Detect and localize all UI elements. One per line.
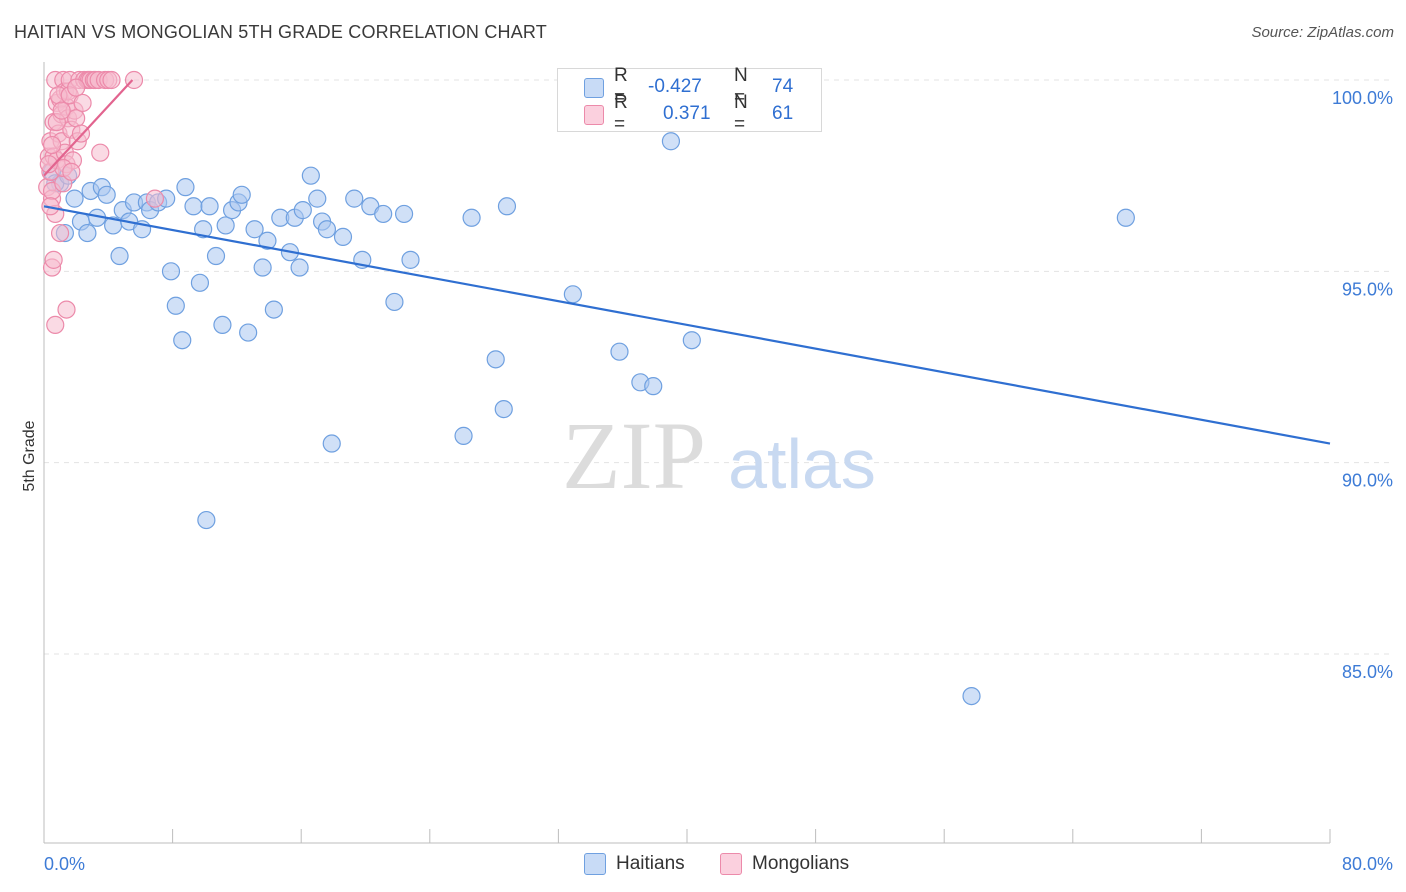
y-tick-label: 85.0% bbox=[1342, 662, 1393, 682]
point-haitians bbox=[317, 220, 337, 239]
legend-label-haitians: Haitians bbox=[616, 853, 685, 874]
point-haitians bbox=[161, 262, 181, 281]
point-haitians bbox=[213, 315, 232, 335]
point-haitians bbox=[166, 296, 185, 315]
point-haitians bbox=[661, 132, 681, 151]
point-haitians bbox=[206, 246, 226, 266]
point-mongolians bbox=[71, 124, 91, 143]
point-mongolians bbox=[73, 93, 92, 113]
point-haitians bbox=[264, 300, 283, 319]
point-mongolians bbox=[42, 135, 62, 155]
source-label: Source: ZipAtlas.com bbox=[1251, 24, 1394, 41]
watermark: ZIP atlas bbox=[562, 402, 876, 509]
point-haitians bbox=[184, 197, 203, 216]
legend-label-mongolians: Mongolians bbox=[752, 853, 850, 874]
point-haitians bbox=[216, 216, 235, 235]
point-haitians bbox=[494, 399, 513, 419]
point-mongolians bbox=[62, 162, 81, 181]
legend-n-value: 61 bbox=[772, 103, 794, 124]
point-haitians bbox=[245, 220, 264, 239]
point-mongolians bbox=[91, 143, 110, 162]
point-mongolians bbox=[46, 315, 65, 335]
point-haitians bbox=[644, 377, 663, 396]
y-tick-label: 100.0% bbox=[1332, 88, 1393, 108]
point-haitians bbox=[1116, 208, 1135, 227]
point-haitians bbox=[301, 166, 320, 185]
data-points bbox=[38, 70, 1135, 706]
point-haitians bbox=[200, 197, 219, 216]
point-haitians bbox=[110, 246, 129, 266]
point-mongolians bbox=[145, 189, 165, 208]
y-axis-label: 5th Grade bbox=[21, 420, 38, 492]
legend-item-mongolians[interactable]: Mongolians bbox=[720, 851, 849, 877]
grid-lines bbox=[44, 79, 1394, 655]
point-haitians bbox=[194, 220, 213, 239]
x-tick-label: 80.0% bbox=[1342, 854, 1393, 874]
point-haitians bbox=[253, 258, 272, 277]
point-mongolians bbox=[39, 155, 58, 174]
point-haitians bbox=[385, 292, 404, 312]
chart-title: HAITIAN VS MONGOLIAN 5TH GRADE CORRELATI… bbox=[14, 22, 548, 42]
trend-line-haitians bbox=[43, 205, 1331, 445]
point-haitians bbox=[65, 189, 84, 208]
point-haitians bbox=[345, 189, 364, 208]
legend-swatch-mongolians bbox=[584, 105, 604, 125]
point-haitians bbox=[176, 178, 195, 197]
point-haitians bbox=[462, 208, 481, 227]
point-haitians bbox=[486, 350, 505, 369]
legend-swatch-haitians bbox=[584, 78, 604, 98]
point-haitians bbox=[290, 258, 309, 277]
point-haitians bbox=[308, 189, 327, 208]
point-haitians bbox=[374, 204, 393, 224]
point-haitians bbox=[190, 273, 210, 292]
point-haitians bbox=[197, 510, 216, 530]
legend-item-haitians[interactable]: Haitians bbox=[584, 851, 685, 877]
point-mongolians bbox=[57, 300, 76, 319]
legend-r-label: R = bbox=[614, 65, 628, 108]
point-mongolians bbox=[67, 78, 86, 97]
point-haitians bbox=[497, 197, 517, 216]
stats-legend: R = -0.427 N = 74 R = 0.371 N = 61 bbox=[557, 65, 822, 135]
point-mongolians bbox=[50, 223, 70, 243]
legend-swatch-haitians bbox=[584, 853, 606, 875]
point-haitians bbox=[97, 185, 116, 204]
point-haitians bbox=[333, 227, 353, 246]
point-haitians bbox=[454, 426, 473, 445]
trend-lines bbox=[43, 79, 1331, 445]
trend-line-mongolians bbox=[43, 79, 134, 177]
point-haitians bbox=[682, 331, 701, 350]
point-haitians bbox=[258, 231, 277, 250]
point-haitians bbox=[232, 185, 251, 204]
point-haitians bbox=[173, 331, 192, 350]
legend-r-label: R = bbox=[614, 92, 628, 135]
point-haitians bbox=[239, 323, 258, 342]
point-haitians bbox=[401, 250, 420, 269]
point-mongolians bbox=[41, 197, 60, 216]
y-tick-label: 90.0% bbox=[1342, 471, 1393, 491]
point-haitians bbox=[78, 223, 97, 243]
legend-n-value: 74 bbox=[772, 76, 794, 97]
point-mongolians bbox=[102, 70, 121, 90]
point-mongolians bbox=[44, 250, 63, 269]
point-haitians bbox=[322, 434, 341, 453]
legend-swatch-mongolians bbox=[720, 853, 742, 875]
legend-n-label: N = bbox=[734, 65, 748, 108]
y-tick-label: 95.0% bbox=[1342, 279, 1393, 299]
tick-labels: 100.0% 95.0% 90.0% 85.0% 0.0% 80.0% bbox=[44, 88, 1393, 874]
point-haitians bbox=[563, 285, 582, 304]
x-tick-label: 0.0% bbox=[44, 854, 85, 874]
point-mongolians bbox=[52, 101, 71, 120]
legend-r-value: -0.427 bbox=[648, 76, 702, 97]
point-haitians bbox=[610, 342, 629, 361]
point-haitians bbox=[394, 204, 414, 224]
point-haitians bbox=[293, 201, 312, 220]
legend-r-value: 0.371 bbox=[663, 103, 711, 124]
watermark-atlas: atlas bbox=[728, 425, 876, 503]
point-haitians bbox=[962, 686, 981, 706]
watermark-zip: ZIP bbox=[562, 402, 706, 509]
legend-n-label: N = bbox=[734, 92, 748, 135]
